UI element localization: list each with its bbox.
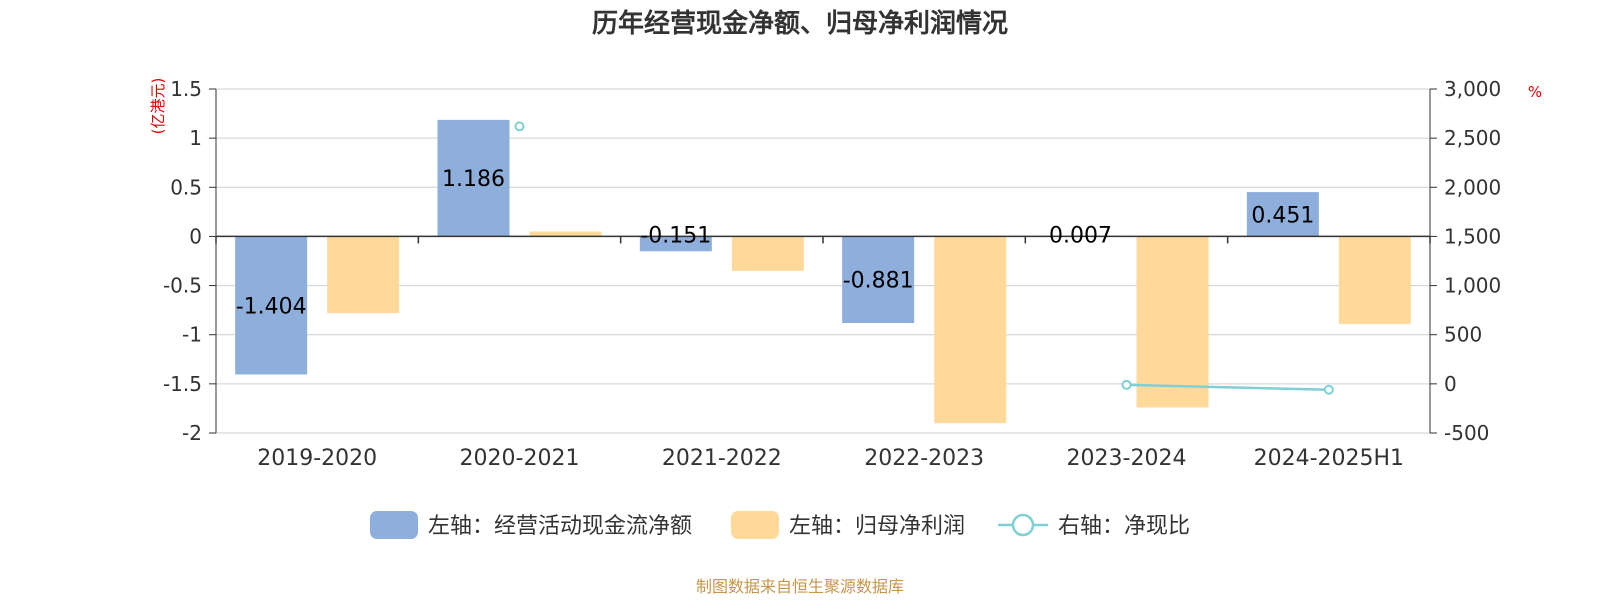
bars [235,119,1411,424]
category-label: 2023-2024 [1067,446,1187,471]
cash-flow-data-label: 1.186 [442,167,505,192]
ratio-line [514,121,1334,395]
cash-flow-bar [235,236,308,375]
chart-title: 历年经营现金净额、归母净利润情况 [592,8,1008,39]
ratio-point [1323,384,1334,395]
net-profit-bar [934,236,1007,424]
data-labels: -1.404 1.186 -0.151 -0.881 0.007 0.451 [236,167,1315,319]
cash-flow-bar [639,236,712,252]
right-axis-unit: % [1528,83,1542,101]
left-tick-label: -1.5 [163,372,202,396]
cash-flow-data-label: -0.881 [843,269,914,294]
legend-label: 左轴：经营活动现金流净额 [428,514,692,539]
category-label: 2022-2023 [864,446,984,471]
left-tick-label: 0 [189,224,202,248]
right-tick-label: 1,500 [1444,224,1501,248]
cash-flow-bar [437,119,510,237]
ratio-point [514,121,525,132]
ratio-point [1121,379,1132,390]
left-tick-label: 0.5 [170,175,202,199]
category-label: 2019-2020 [257,446,377,471]
net-profit-bar [1338,236,1411,324]
cash-flow-bar [842,236,915,324]
net-profit-bar [1136,236,1209,408]
left-tick-label: -2 [182,421,202,445]
left-axis-unit: (亿港元) [149,78,167,135]
legend-marker [1011,513,1035,537]
category-label: 2021-2022 [662,446,782,471]
left-tick-label: 1 [189,126,202,150]
legend-label: 右轴：净现比 [1058,514,1190,539]
category-label: 2024-2025H1 [1254,446,1404,471]
legend-label: 左轴：归母净利润 [789,514,965,539]
left-tick-label: -1 [182,323,202,347]
net-profit-bar [529,231,602,237]
cash-flow-bar [1246,192,1319,237]
legend-item-net-profit: 左轴：归母净利润 [731,511,965,539]
right-tick-label: 0 [1444,372,1457,396]
right-tick-label: 500 [1444,323,1482,347]
right-tick-label: 3,000 [1444,77,1501,101]
net-profit-bar [731,236,804,271]
legend-swatch [370,511,418,539]
legend: 左轴：经营活动现金流净额 左轴：归母净利润 右轴：净现比 [370,511,1190,539]
right-tick-label: 2,500 [1444,126,1501,150]
cash-flow-data-label: 0.451 [1251,203,1314,228]
source-note: 制图数据来自恒生聚源数据库 [696,577,904,596]
cash-flow-data-label: -0.151 [640,223,711,248]
net-profit-bar [327,236,400,314]
right-tick-label: -500 [1444,421,1489,445]
legend-item-ratio: 右轴：净现比 [998,513,1190,539]
left-tick-label: -0.5 [163,274,202,298]
left-tick-label: 1.5 [170,77,202,101]
legend-swatch [731,511,779,539]
legend-item-cash-flow: 左轴：经营活动现金流净额 [370,511,692,539]
category-label: 2020-2021 [460,446,580,471]
cash-flow-data-label: 0.007 [1049,223,1112,248]
right-tick-label: 1,000 [1444,274,1501,298]
right-tick-label: 2,000 [1444,175,1501,199]
cash-flow-data-label: -1.404 [236,294,307,319]
ratio-line-segment [1126,383,1329,392]
axes: -2 -1.5 -1 -0.5 0 0.5 1 1.5 -500 0 500 1,000 1,500 2,… [163,77,1501,471]
